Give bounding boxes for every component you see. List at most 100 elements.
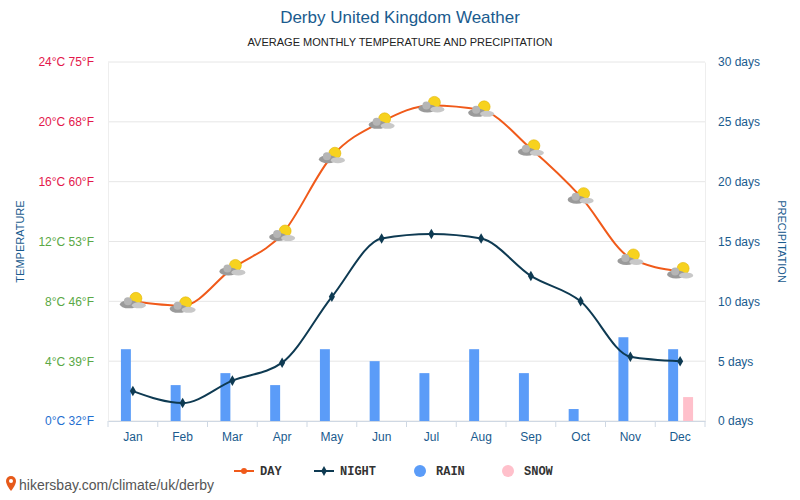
plot-area xyxy=(120,96,693,421)
bar xyxy=(469,349,479,421)
y2-tick: 20 days xyxy=(705,175,760,189)
bar xyxy=(270,385,280,421)
bar xyxy=(220,373,230,421)
category-separator xyxy=(307,421,308,427)
grid-line xyxy=(108,241,705,242)
bar xyxy=(235,421,245,422)
grid xyxy=(108,62,705,421)
marker xyxy=(428,229,434,240)
y2-tick-label: 20 days xyxy=(718,175,760,189)
markers-day xyxy=(120,96,693,312)
x-tick: Jun xyxy=(372,421,391,444)
icon-cloud xyxy=(281,235,295,241)
legend-item: DAY xyxy=(234,465,282,479)
bar xyxy=(136,421,146,422)
legend-label: SNOW xyxy=(524,465,554,479)
x-tick-label: Apr xyxy=(273,430,292,444)
y-axis: 0°C 32°F4°C 39°F8°C 46°F12°C 53°F16°C 60… xyxy=(38,55,108,428)
icon-cloud xyxy=(572,193,580,201)
x-tick-label: Nov xyxy=(620,430,641,444)
marker xyxy=(677,356,683,367)
bar xyxy=(121,349,131,421)
x-tick-label: Mar xyxy=(222,430,243,444)
y2-tick: 15 days xyxy=(705,235,760,249)
subtitle: AVERAGE MONTHLY TEMPERATURE AND PRECIPIT… xyxy=(248,36,553,48)
weather-icon xyxy=(617,249,643,265)
marker xyxy=(528,271,534,282)
category-separator xyxy=(257,421,258,427)
marker xyxy=(130,386,136,397)
y2-axis: 0 days5 days10 days15 days20 days25 days… xyxy=(705,55,760,428)
icon-cloud xyxy=(422,101,430,109)
x-axis: JanFebMarAprMayJunJulAugSepOctNovDec xyxy=(108,421,706,444)
marker xyxy=(329,292,335,303)
icon-cloud xyxy=(323,152,331,160)
category-separator xyxy=(356,421,357,427)
y-tick-label: 8°C 46°F xyxy=(45,295,94,309)
bar xyxy=(285,421,295,422)
line-night xyxy=(133,234,680,403)
y-axis-title: TEMPERATURE xyxy=(14,200,26,282)
x-tick: May xyxy=(321,421,344,444)
weather-icon xyxy=(170,297,196,313)
x-tick-label: Jul xyxy=(424,430,439,444)
bar xyxy=(320,349,330,421)
marker xyxy=(279,357,285,368)
y2-tick: 10 days xyxy=(705,295,760,309)
weather-icon xyxy=(468,101,494,117)
weather-icon xyxy=(667,262,693,278)
y-tick-label: 12°C 53°F xyxy=(38,235,94,249)
weather-icon xyxy=(219,259,245,275)
y2-axis-title: PRECIPITATION xyxy=(776,200,788,283)
icon-cloud xyxy=(472,106,480,114)
bar xyxy=(370,361,380,421)
legend-key xyxy=(321,466,327,476)
bar xyxy=(534,421,544,422)
x-tick: Nov xyxy=(620,421,641,444)
chart: Derby United Kingdom Weather AVERAGE MONT… xyxy=(0,0,800,500)
icon-cloud xyxy=(671,267,679,275)
bar xyxy=(633,421,643,422)
source: hikersbay.com/climate/uk/derby xyxy=(6,476,214,493)
icon-cloud xyxy=(124,297,132,305)
x-tick: Oct xyxy=(571,421,590,444)
category-separator xyxy=(705,421,706,427)
icon-cloud xyxy=(530,150,544,156)
marker xyxy=(180,398,186,409)
bar xyxy=(519,373,529,421)
icon-cloud xyxy=(430,106,444,112)
y-tick: 4°C 39°F xyxy=(45,355,108,369)
legend-item: NIGHT xyxy=(314,465,376,479)
grid-line xyxy=(108,121,705,122)
x-tick-label: May xyxy=(321,430,344,444)
category-separator xyxy=(406,421,407,427)
x-tick-label: Jun xyxy=(372,430,391,444)
y-tick-label: 4°C 39°F xyxy=(45,355,94,369)
legend-label: NIGHT xyxy=(340,465,376,479)
y-tick: 24°C 75°F xyxy=(38,55,108,69)
x-tick-label: Aug xyxy=(470,430,491,444)
y-tick-label: 24°C 75°F xyxy=(38,55,94,69)
category-separator xyxy=(506,421,507,427)
legend-key xyxy=(241,468,247,474)
legend-key xyxy=(502,465,514,477)
icon-cloud xyxy=(679,272,693,278)
y2-tick-label: 25 days xyxy=(718,115,760,129)
line-day xyxy=(133,105,680,305)
marker xyxy=(379,233,385,244)
icon-cloud xyxy=(174,302,182,310)
category-separator xyxy=(108,421,109,427)
legend-label: DAY xyxy=(260,465,282,479)
y2-tick: 5 days xyxy=(705,355,753,369)
y-tick: 16°C 60°F xyxy=(38,175,108,189)
weather-icon xyxy=(319,147,345,163)
bar-series-snow xyxy=(683,397,693,421)
y2-axis-line xyxy=(705,63,706,422)
y-tick-label: 16°C 60°F xyxy=(38,175,94,189)
x-tick: Jul xyxy=(424,421,439,444)
y-tick-label: 20°C 68°F xyxy=(38,115,94,129)
icon-cloud xyxy=(373,118,381,126)
y2-tick: 30 days xyxy=(705,55,760,69)
x-tick: Dec xyxy=(669,421,690,444)
title: Derby United Kingdom Weather xyxy=(280,8,520,27)
